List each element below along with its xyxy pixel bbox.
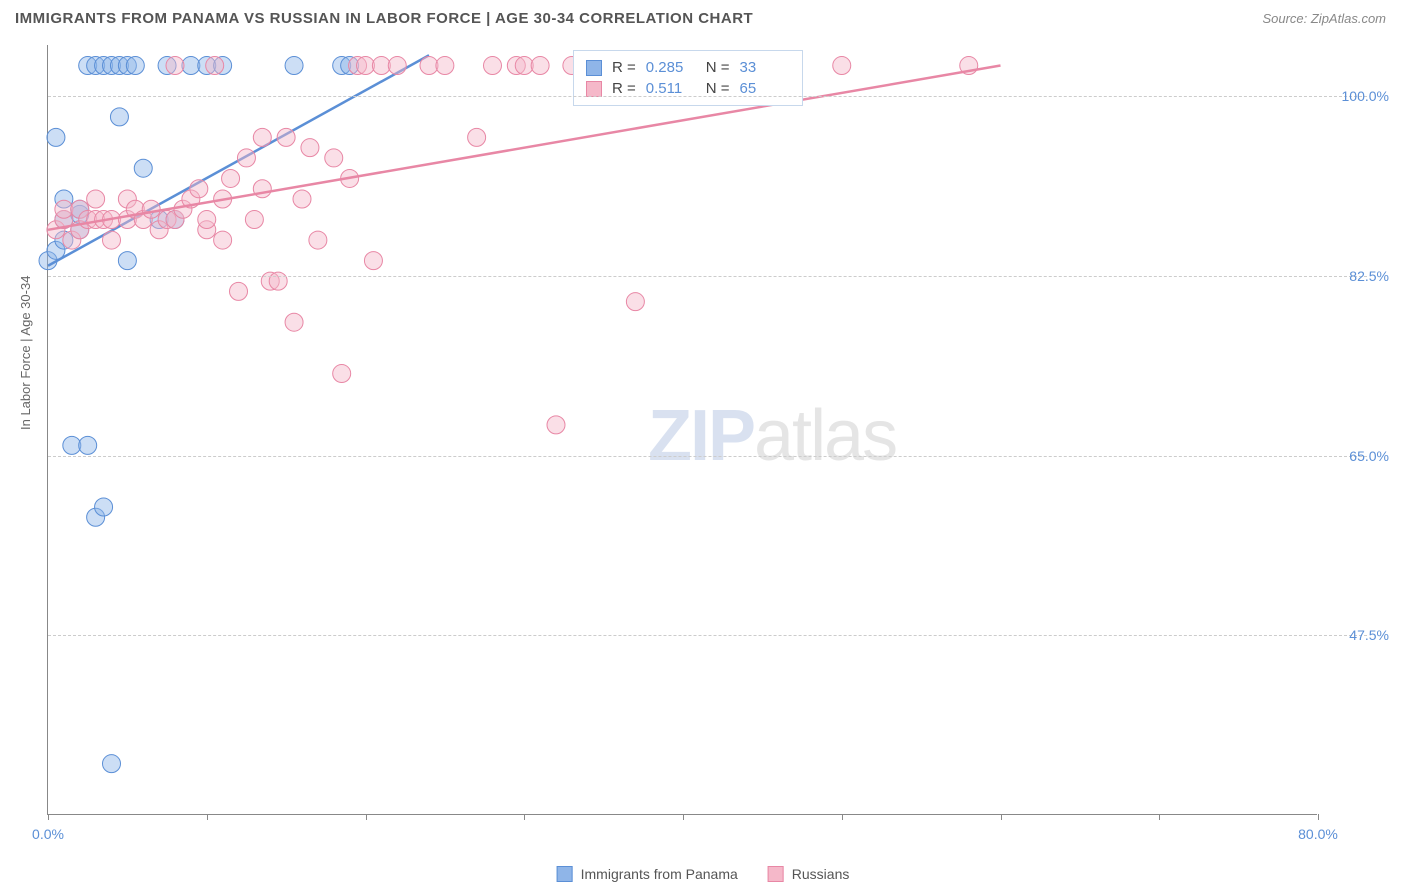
legend-swatch [557, 866, 573, 882]
source-citation: Source: ZipAtlas.com [1262, 11, 1386, 26]
stats-legend-box: R = 0.285 N = 33 R = 0.511 N = 65 [573, 50, 803, 106]
x-tick-label: 0.0% [32, 826, 64, 842]
gridline-h [48, 635, 1367, 636]
scatter-point [87, 190, 105, 208]
x-tick [842, 814, 843, 820]
scatter-point [118, 252, 136, 270]
scatter-point [182, 57, 200, 75]
y-tick-label: 65.0% [1349, 448, 1389, 464]
scatter-point [325, 149, 343, 167]
scatter-point [269, 272, 287, 290]
stat-r-label: R = [612, 59, 636, 76]
chart-plot-area: ZIPatlas R =0.285N =33R =0.511N =65 47.5… [47, 45, 1317, 815]
scatter-point [468, 128, 486, 146]
scatter-point [372, 57, 390, 75]
scatter-point [126, 57, 144, 75]
stat-n-label: N = [706, 59, 730, 76]
gridline-h [48, 456, 1367, 457]
scatter-point [333, 365, 351, 383]
scatter-point [301, 139, 319, 157]
x-tick [683, 814, 684, 820]
scatter-point [833, 57, 851, 75]
legend-swatch [586, 81, 602, 97]
scatter-point [364, 252, 382, 270]
scatter-point [309, 231, 327, 249]
scatter-point [206, 57, 224, 75]
scatter-point [547, 416, 565, 434]
scatter-point [285, 313, 303, 331]
gridline-h [48, 276, 1367, 277]
scatter-point [388, 57, 406, 75]
scatter-point [110, 108, 128, 126]
scatter-point [190, 180, 208, 198]
scatter-point [79, 436, 97, 454]
x-tick [1001, 814, 1002, 820]
scatter-point [285, 57, 303, 75]
trendline [48, 66, 1001, 230]
chart-title: IMMIGRANTS FROM PANAMA VS RUSSIAN IN LAB… [15, 10, 753, 27]
x-tick [1159, 814, 1160, 820]
scatter-point [515, 57, 533, 75]
scatter-point [230, 282, 248, 300]
scatter-point [357, 57, 375, 75]
legend-label: Russians [792, 866, 850, 882]
stats-row: R = 0.285 N = 33 [586, 57, 790, 78]
y-tick-label: 82.5% [1349, 268, 1389, 284]
scatter-point [55, 200, 73, 218]
scatter-point [253, 128, 271, 146]
scatter-point [436, 57, 454, 75]
scatter-point [103, 231, 121, 249]
scatter-point [484, 57, 502, 75]
y-axis-label: In Labor Force | Age 30-34 [18, 276, 33, 430]
legend-swatch [586, 60, 602, 76]
scatter-point [63, 436, 81, 454]
gridline-h [48, 96, 1367, 97]
stat-r-label: R = [612, 80, 636, 97]
stat-n-label: N = [706, 80, 730, 97]
scatter-point [134, 159, 152, 177]
legend-swatch [768, 866, 784, 882]
scatter-point [166, 57, 184, 75]
scatter-point [245, 211, 263, 229]
scatter-point [237, 149, 255, 167]
scatter-point [531, 57, 549, 75]
scatter-point [198, 211, 216, 229]
x-tick [207, 814, 208, 820]
scatter-point [214, 231, 232, 249]
scatter-point [95, 498, 113, 516]
x-tick [1318, 814, 1319, 820]
x-tick [48, 814, 49, 820]
stat-r-value: 0.511 [646, 80, 696, 97]
y-tick-label: 47.5% [1349, 627, 1389, 643]
scatter-point [47, 128, 65, 146]
legend: Immigrants from Panama Russians [557, 866, 850, 882]
x-tick-label: 80.0% [1298, 826, 1338, 842]
stat-r-value: 0.285 [646, 59, 696, 76]
legend-label: Immigrants from Panama [581, 866, 738, 882]
scatter-point [222, 169, 240, 187]
x-tick [366, 814, 367, 820]
legend-item: Russians [768, 866, 850, 882]
stat-n-value: 33 [740, 59, 790, 76]
x-tick [524, 814, 525, 820]
scatter-point [277, 128, 295, 146]
y-tick-label: 100.0% [1342, 88, 1389, 104]
scatter-point [142, 200, 160, 218]
scatter-point [626, 293, 644, 311]
scatter-svg [48, 45, 1317, 814]
scatter-point [103, 755, 121, 773]
legend-item: Immigrants from Panama [557, 866, 738, 882]
scatter-point [420, 57, 438, 75]
stat-n-value: 65 [740, 80, 790, 97]
scatter-point [293, 190, 311, 208]
